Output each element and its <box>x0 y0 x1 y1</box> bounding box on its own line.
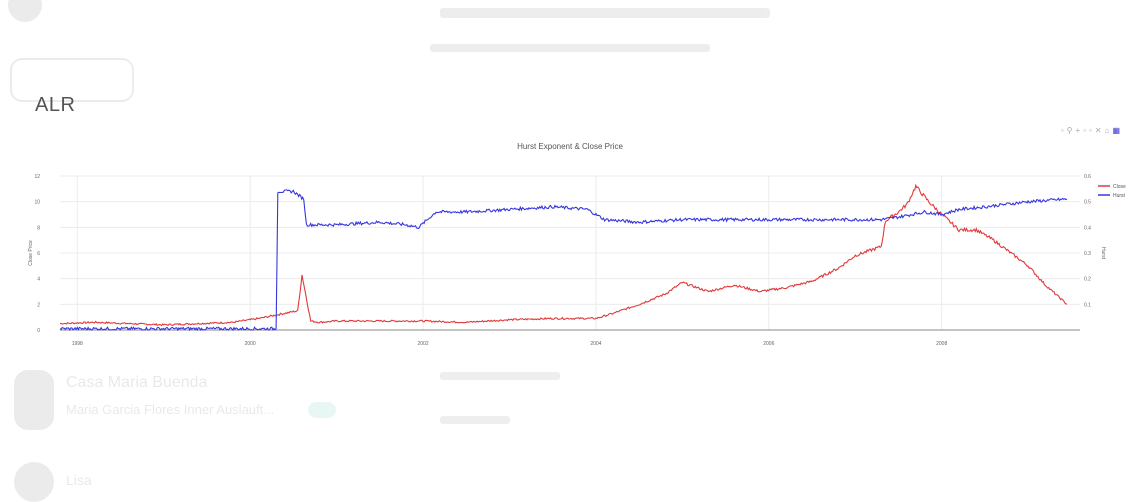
hurst-close-chart: Hurst Exponent & Close Price 0 2 4 6 8 10 12 199… <box>28 142 1126 347</box>
y-tick-label: 8 <box>37 225 40 231</box>
y-tick-label: 10 <box>34 200 40 206</box>
bg-chip-bar <box>440 372 560 380</box>
x-tick-label: 2004 <box>590 341 601 347</box>
bg-contact-name: Casa Maria Buenda <box>66 374 208 391</box>
y2-axis-label: Hurst <box>1100 247 1106 260</box>
bg-avatar <box>8 0 42 22</box>
bg-header-bar <box>440 8 770 18</box>
legend-label: Close <box>1113 184 1126 190</box>
series-line-close <box>59 183 1068 327</box>
pan-icon[interactable]: + <box>1075 126 1081 135</box>
autoscale-icon[interactable]: ✕ <box>1094 126 1102 135</box>
y-tick-label: 2 <box>37 302 40 308</box>
ticker-title: ALR <box>35 94 76 116</box>
chart-title: Hurst Exponent & Close Price <box>517 142 623 151</box>
chart-modebar: ▫ ⚲ + ▫ ▫ ✕ ⌂ ▦ <box>1061 126 1120 136</box>
zoom-in-icon[interactable]: ▫ <box>1083 126 1087 135</box>
bg-chip-bar <box>440 416 510 424</box>
y2-tick-label: 0.4 <box>1084 225 1091 231</box>
y-tick-label: 12 <box>34 174 40 180</box>
bg-badge <box>308 402 336 418</box>
camera-icon[interactable]: ▫ <box>1060 126 1064 135</box>
bg-contact-avatar <box>14 462 54 502</box>
zoom-icon[interactable]: ⚲ <box>1066 126 1073 135</box>
x-tick-label: 2000 <box>245 341 256 347</box>
bg-contact-name: Lisa <box>66 472 92 488</box>
y2-tick-label: 0.3 <box>1084 251 1091 257</box>
x-tick-label: 2008 <box>936 341 947 347</box>
bg-contact-subtitle: Maria Garcia Flores Inner Auslauft... <box>66 402 275 417</box>
x-tick-label: 2006 <box>763 341 774 347</box>
y-axis-label: Close Price <box>28 240 34 266</box>
x-tick-label: 1998 <box>72 341 83 347</box>
plotly-logo-icon[interactable]: ▦ <box>1112 126 1120 135</box>
bg-contact-avatar <box>14 370 54 430</box>
y2-tick-label: 0.2 <box>1084 277 1091 283</box>
x-tick-label: 2002 <box>417 341 428 347</box>
zoom-out-icon[interactable]: ▫ <box>1089 126 1092 135</box>
y2-tick-label: 0.6 <box>1084 174 1091 180</box>
y-tick-label: 6 <box>37 251 40 257</box>
y-tick-label: 4 <box>37 277 40 283</box>
reset-axes-icon[interactable]: ⌂ <box>1104 126 1110 135</box>
y2-tick-label: 0.1 <box>1084 302 1091 308</box>
series-line-hurst <box>59 189 1068 332</box>
bg-subheader-bar <box>430 44 710 52</box>
y2-tick-label: 0.5 <box>1084 200 1091 206</box>
legend-label: Hurst <box>1113 193 1126 199</box>
y-tick-label: 0 <box>37 328 40 334</box>
